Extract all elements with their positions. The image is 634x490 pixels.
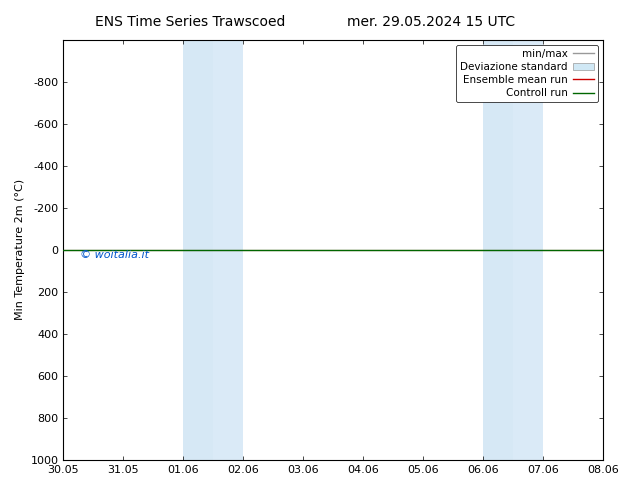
Bar [513, 40, 543, 460]
Text: mer. 29.05.2024 15 UTC: mer. 29.05.2024 15 UTC [347, 15, 515, 29]
Text: © woitalia.it: © woitalia.it [80, 250, 148, 260]
Bar [213, 40, 243, 460]
Text: ENS Time Series Trawscoed: ENS Time Series Trawscoed [95, 15, 285, 29]
Legend: min/max, Deviazione standard, Ensemble mean run, Controll run: min/max, Deviazione standard, Ensemble m… [456, 45, 598, 102]
Y-axis label: Min Temperature 2m (°C): Min Temperature 2m (°C) [15, 179, 25, 320]
Bar [483, 40, 513, 460]
Bar [183, 40, 213, 460]
